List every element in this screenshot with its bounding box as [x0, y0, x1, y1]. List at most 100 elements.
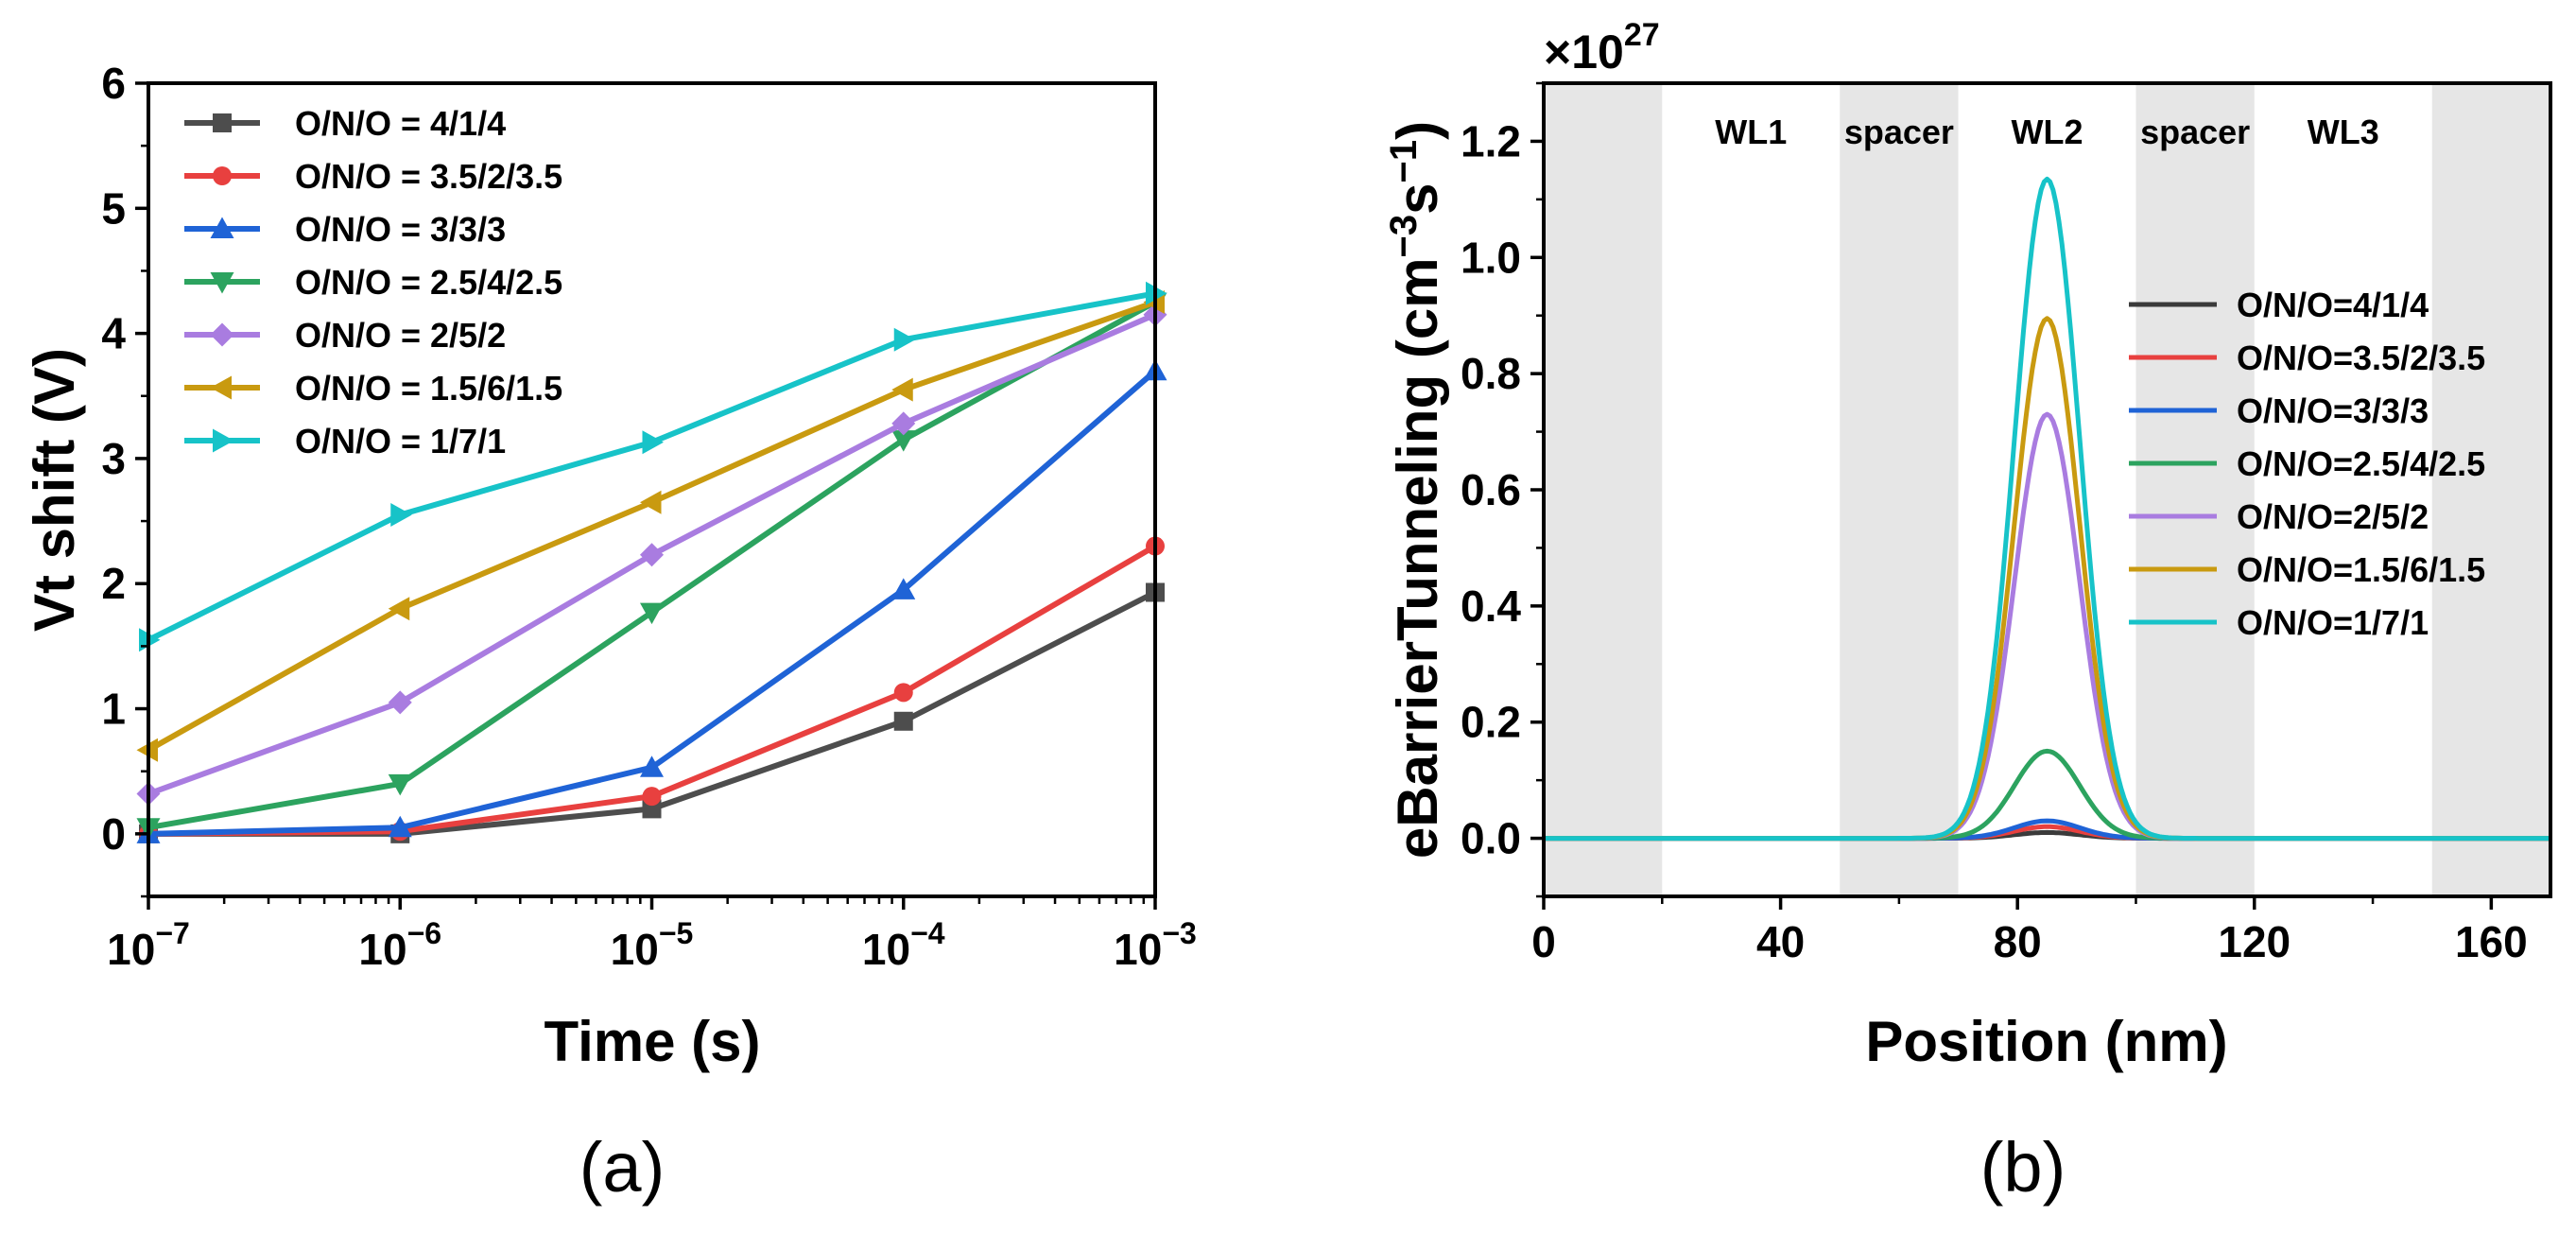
data-point-a-5-3 [891, 377, 913, 402]
data-point-a-2-1 [388, 815, 412, 838]
x-tick-label-b: 0 [1531, 917, 1556, 966]
x-tick-exp-a: −4 [910, 916, 945, 950]
x-tick-label-a: 10−5 [611, 916, 694, 974]
region-label: WL2 [2012, 113, 2083, 151]
x-tick-label-a: 10−7 [107, 916, 190, 974]
x-tick-exp-a: −6 [407, 916, 441, 950]
x-tick-base-a: 10 [358, 925, 406, 974]
legend-label-b: O/N/O=3.5/2/3.5 [2237, 339, 2485, 377]
y-tick-label-a: 3 [101, 434, 126, 483]
x-tick-label-a: 10−4 [862, 916, 945, 974]
data-point-a-6-3 [893, 327, 916, 352]
y-axis-title-a: Vt shift (V) [23, 348, 86, 632]
x-tick-base-a: 10 [862, 925, 910, 974]
data-point-a-4-2 [640, 543, 664, 567]
legend-label-b: O/N/O=2/5/2 [2237, 497, 2429, 536]
y-axis-title-b: eBarrierTunneling (cm−3s−1) [1383, 121, 1449, 859]
y-tick-label-b: 0.6 [1461, 465, 1521, 514]
data-point-a-3-2 [640, 602, 664, 625]
x-tick-base-a: 10 [611, 925, 659, 974]
legend-label-a: O/N/O = 4/1/4 [295, 104, 506, 143]
data-point-a-2-3 [891, 578, 916, 599]
y-tick-label-b: 1.2 [1461, 116, 1521, 165]
data-point-a-4-3 [891, 411, 916, 436]
shaded-region [2135, 83, 2255, 896]
y-tick-label-b: 0.8 [1461, 349, 1521, 398]
data-point-a-3-3 [891, 430, 916, 452]
legend-label-b: O/N/O=4/1/4 [2237, 286, 2429, 324]
legend-label-a: O/N/O = 2/5/2 [295, 316, 506, 355]
data-point-a-5-1 [388, 597, 410, 621]
x-tick-base-a: 10 [1114, 925, 1162, 974]
region-label: spacer [1844, 113, 1954, 151]
y-tick-label-a: 5 [101, 183, 126, 233]
y-tick-label-a: 2 [101, 559, 126, 608]
y-tick-label-a: 6 [101, 59, 126, 108]
y-axis-title-b-sup2: −1 [1383, 140, 1425, 183]
legend-marker-a [210, 375, 232, 400]
legend-label-a: O/N/O = 2.5/4/2.5 [295, 263, 562, 302]
y-tick-label-b: 0.4 [1461, 582, 1521, 631]
x-tick-base-a: 10 [107, 925, 155, 974]
data-point-a-2-2 [640, 755, 664, 777]
x-axis-title-b: Position (nm) [1865, 1010, 2227, 1073]
y-axis-title-b-main: eBarrierTunneling (cm [1386, 257, 1449, 859]
data-point-a-6-1 [390, 502, 412, 527]
y-axis-title-b-mid: s [1386, 182, 1449, 214]
legend-marker-a [213, 428, 234, 453]
series-line-b-2 [1544, 818, 2550, 842]
y-tick-label-a: 1 [101, 685, 126, 734]
region-label: spacer [2140, 113, 2250, 151]
y-tick-label-a: 4 [101, 309, 126, 358]
legend-label-a: O/N/O = 3.5/2/3.5 [295, 157, 562, 196]
legend-label-b: O/N/O=1/7/1 [2237, 603, 2429, 642]
x-tick-exp-a: −5 [659, 916, 693, 950]
x-tick-label-b: 160 [2455, 917, 2528, 966]
scale-multiplier: ×1027 [1544, 17, 1660, 78]
x-tick-label-b: 80 [1994, 917, 2042, 966]
legend-marker-a [210, 272, 234, 294]
region-label: WL3 [2308, 113, 2379, 151]
x-tick-exp-a: −7 [155, 916, 189, 950]
legend-marker-a [210, 217, 234, 238]
legend-label-b: O/N/O=2.5/4/2.5 [2237, 444, 2485, 483]
series-line-b-6 [1544, 176, 2550, 842]
data-point-a-6-2 [642, 430, 664, 455]
data-point-a-5-2 [640, 490, 662, 514]
data-point-a-1-2 [642, 787, 662, 807]
x-tick-label-a: 10−3 [1114, 916, 1197, 974]
shaded-region [1840, 83, 1959, 896]
data-point-a-0-3 [893, 711, 913, 731]
shaded-region [1544, 83, 1663, 896]
y-tick-label-b: 0.2 [1461, 698, 1521, 747]
legend-marker-a [210, 322, 234, 347]
y-axis-title-b-sup1: −3 [1383, 215, 1425, 258]
y-tick-label-b: 1.0 [1461, 233, 1521, 282]
legend-label-a: O/N/O = 1/7/1 [295, 422, 506, 460]
x-axis-title-a: Time (s) [545, 1010, 761, 1073]
legend-marker-a [213, 113, 232, 132]
panel-b: WL1 spacer WL2 spacer WL3 0 40 80 120 160 0.0 0.2 0… [1383, 17, 2552, 1207]
y-axis-title-b-end: ) [1386, 121, 1449, 140]
region-label: WL1 [1715, 113, 1787, 151]
data-point-a-3-1 [388, 773, 412, 796]
legend-label-a: O/N/O = 3/3/3 [295, 210, 506, 249]
plot-frame-b [1542, 81, 2552, 898]
y-tick-label-b: 0.0 [1461, 814, 1521, 863]
x-tick-label-a: 10−6 [358, 916, 441, 974]
shaded-region [2431, 83, 2550, 896]
x-tick-label-b: 120 [2218, 917, 2291, 966]
data-point-a-1-3 [893, 683, 913, 703]
caption-a: (a) [579, 1128, 665, 1207]
legend-label-a: O/N/O = 1.5/6/1.5 [295, 369, 562, 408]
data-point-a-4-1 [388, 690, 412, 715]
legend-marker-a [213, 166, 232, 185]
x-tick-exp-a: −3 [1162, 916, 1196, 950]
legend-label-b: O/N/O=3/3/3 [2237, 391, 2429, 430]
x-tick-label-b: 40 [1756, 917, 1805, 966]
scale-base: ×10 [1544, 26, 1624, 78]
caption-b: (b) [1980, 1128, 2066, 1207]
y-tick-label-a: 0 [101, 809, 126, 859]
